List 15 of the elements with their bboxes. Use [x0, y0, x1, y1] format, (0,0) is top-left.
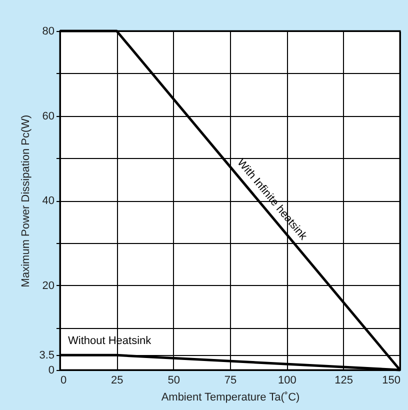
y-tick-label: 80: [42, 26, 54, 38]
x-tick-label: 125: [334, 374, 354, 386]
x-tick-label: 75: [224, 374, 237, 386]
y-tick-label: 40: [42, 195, 54, 207]
y-tick-label: 20: [42, 280, 54, 292]
x-axis-title: Ambient Temperature Ta(˚C): [161, 392, 300, 404]
x-tick-label: 25: [111, 374, 124, 386]
x-tick-label: 100: [278, 374, 296, 386]
y-axis-title: Maximum Power Dissipation Pc(W): [20, 114, 32, 288]
x-tick-label: 50: [168, 374, 180, 386]
x-tick-label: 150: [382, 374, 400, 386]
y-tick-label: 3.5: [39, 350, 54, 362]
y-tick-label: 60: [42, 110, 54, 122]
y-tick-label: 0: [48, 364, 54, 376]
x-tick-label: 0: [60, 374, 67, 386]
